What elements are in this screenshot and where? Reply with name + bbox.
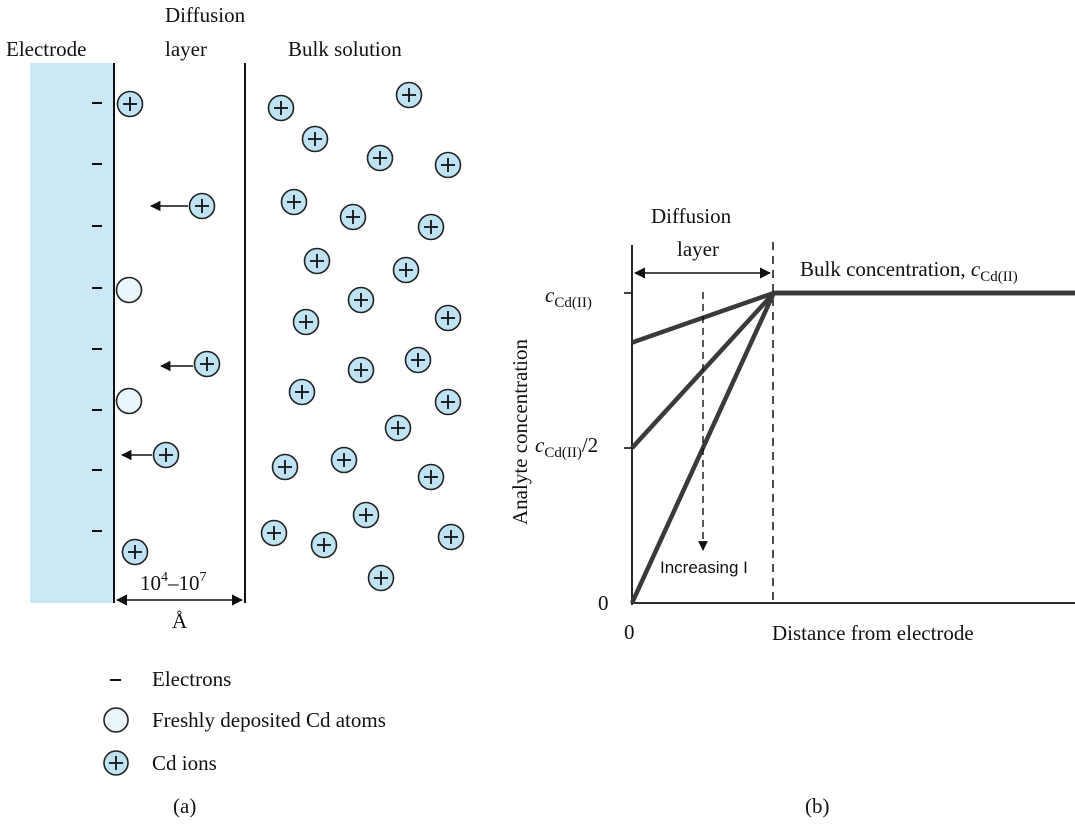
- y-axis-label: Analyte concentration: [508, 338, 532, 525]
- electron-markers: [92, 102, 102, 532]
- cd-ion-6: [267, 94, 295, 122]
- ion-migration-arrows: [120, 200, 193, 461]
- legend-ion-symbol: [103, 750, 129, 776]
- cd-ion-11: [280, 188, 308, 216]
- cd-ion-21: [288, 378, 316, 406]
- concentration-profile-3: [629, 290, 1075, 604]
- cd-ion-19: [347, 356, 375, 384]
- cd-atom-1: [115, 276, 143, 304]
- deposited-atoms: [115, 276, 143, 415]
- increasing-current-label: Increasing I: [660, 558, 748, 577]
- legend-atom-symbol: [103, 707, 129, 733]
- cd-ion-13: [417, 213, 445, 241]
- cd-ion-30: [437, 523, 465, 551]
- cd-ion-5: [121, 538, 149, 566]
- cd-ion-25: [330, 446, 358, 474]
- bulk-solution-label: Bulk solution: [288, 37, 402, 61]
- y-tick-half-label: cCd(II)/2: [535, 433, 598, 461]
- concentration-profile-1: [631, 290, 1075, 345]
- cd-ion-15: [392, 256, 420, 284]
- cd-ion-2: [188, 192, 216, 220]
- panel-a: Electrode Diffusion layer Bulk solution …: [6, 3, 465, 818]
- diffusion-layer-label-b-line2: layer: [677, 237, 719, 261]
- diffusion-layer-label-line1: Diffusion: [165, 3, 246, 27]
- electrode-label: Electrode: [6, 37, 86, 61]
- cd-ion-9: [366, 144, 394, 172]
- y-tick-full-label: cCd(II): [545, 283, 592, 311]
- cd-ion-10: [434, 151, 462, 179]
- legend-ions-label: Cd ions: [152, 751, 217, 775]
- y-tick-zero-label: 0: [598, 591, 609, 615]
- cd-ion-20: [404, 346, 432, 374]
- cd-ion-29: [310, 531, 338, 559]
- legend-atoms-label: Freshly deposited Cd atoms: [152, 708, 386, 732]
- diffusion-layer-label-b-line1: Diffusion: [651, 204, 732, 228]
- x-axis-label: Distance from electrode: [772, 621, 974, 645]
- cd-ion-23: [384, 414, 412, 442]
- cd-ions: [116, 81, 465, 592]
- cd-ion-4: [152, 441, 180, 469]
- cd-atom-2: [115, 387, 143, 415]
- panel-b: Diffusion layer Bulk concentration, cCd(…: [508, 204, 1075, 818]
- thickness-unit-label: Å: [172, 609, 188, 633]
- cd-ion-12: [339, 203, 367, 231]
- cd-ion-16: [347, 286, 375, 314]
- concentration-profile-2: [630, 290, 1075, 450]
- bulk-concentration-label: Bulk concentration, cCd(II): [800, 257, 1018, 285]
- legend: Electrons Freshly deposited Cd atoms Cd …: [103, 667, 386, 776]
- diffusion-layer-label-line2: layer: [165, 37, 207, 61]
- cd-ion-17: [292, 308, 320, 336]
- cd-ion-7: [395, 81, 423, 109]
- caption-a: (a): [173, 794, 196, 818]
- cd-ion-8: [301, 125, 329, 153]
- caption-b: (b): [805, 794, 830, 818]
- cd-ion-1: [116, 90, 144, 118]
- cd-ion-22: [434, 388, 462, 416]
- cd-ion-18: [434, 304, 462, 332]
- cd-ion-31: [367, 564, 395, 592]
- cd-ion-27: [352, 501, 380, 529]
- cd-ion-14: [303, 247, 331, 275]
- cd-ion-24: [271, 453, 299, 481]
- cd-ion-28: [260, 519, 288, 547]
- legend-electrons-label: Electrons: [152, 667, 231, 691]
- cd-ion-3: [193, 350, 221, 378]
- x-tick-zero-label: 0: [624, 620, 635, 644]
- electrode-region: [30, 63, 114, 603]
- cd-ion-26: [417, 463, 445, 491]
- thickness-range-label: 104–107: [140, 570, 207, 595]
- concentration-profiles: [629, 290, 1075, 604]
